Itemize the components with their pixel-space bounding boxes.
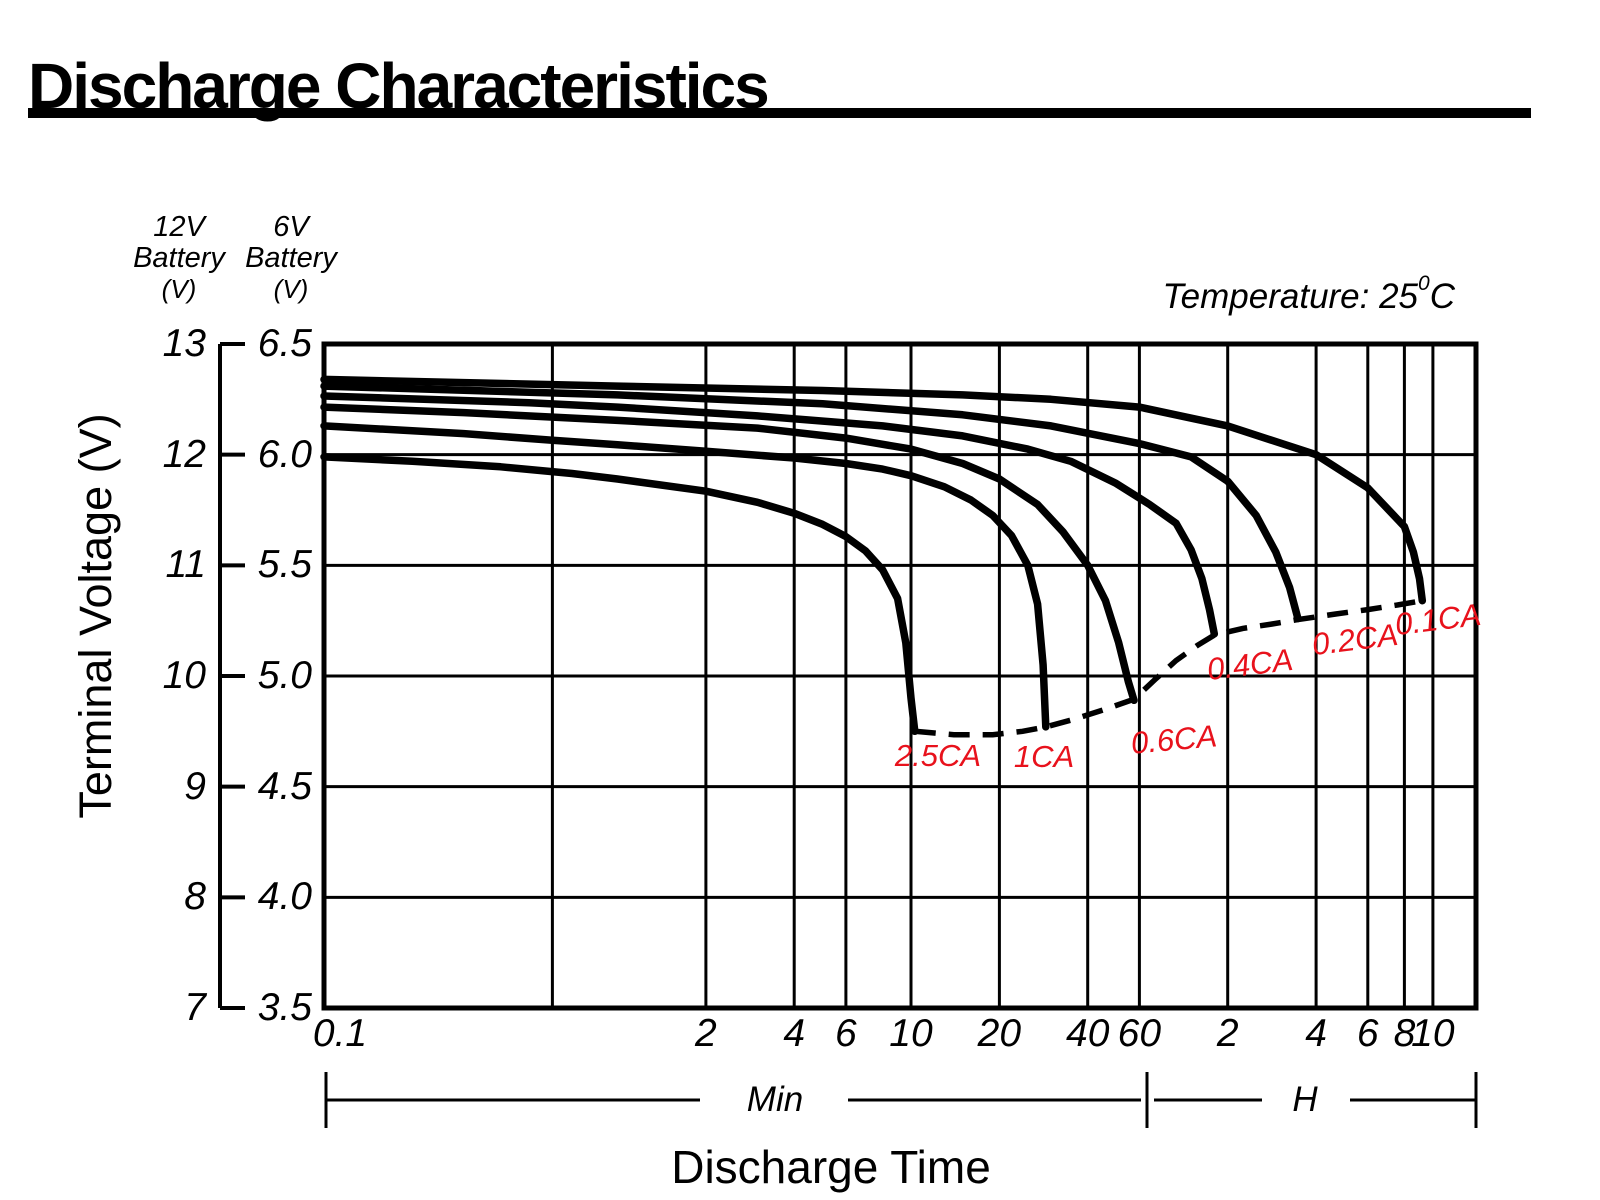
curve-1CA: [320, 422, 1050, 731]
x-tick: 8: [1393, 1012, 1416, 1055]
x-tick: 20: [977, 1012, 1022, 1055]
x-axis-minutes-unit-label: Min: [740, 1080, 810, 1120]
x-tick: 10: [1411, 1012, 1455, 1055]
right-scale-header-line2: Battery: [245, 242, 337, 274]
y-tick-12v: 13: [162, 322, 206, 365]
cutoff-voltage-locus-dashed: [914, 597, 1423, 738]
x-tick: 2: [1216, 1012, 1239, 1055]
x-axis-hours-unit-label: H: [1286, 1080, 1324, 1120]
temperature-note-degree: 0: [1418, 272, 1430, 295]
temperature-note-prefix: Temperature: 25: [1162, 277, 1419, 316]
y-tick-6v: 5.5: [257, 543, 312, 587]
right-scale-header-6v: 6V Battery (V): [216, 212, 366, 305]
left-scale-header-line1: 12V: [153, 211, 205, 243]
x-tick: 60: [1117, 1012, 1162, 1055]
curve-label-2.5CA: 2.5CA: [894, 738, 982, 773]
y-tick-12v: 9: [184, 764, 206, 808]
title-underline: [28, 108, 1531, 118]
y-tick-12v: 12: [162, 432, 206, 476]
y-tick-6v: 6.5: [257, 322, 312, 365]
y-tick-6v: 4.0: [257, 875, 312, 919]
x-axis-title: Discharge Time: [671, 1141, 991, 1193]
x-tick: 4: [1305, 1012, 1327, 1055]
y-tick-6v: 4.5: [257, 764, 312, 808]
x-tick: 6: [835, 1012, 857, 1055]
plot-border: [321, 341, 1479, 1011]
x-tick: 10: [889, 1012, 933, 1055]
y-tick-6v: 3.5: [257, 986, 312, 1029]
curve-0.1CA: [320, 375, 1427, 605]
left-scale-header-line3: (V): [161, 274, 197, 304]
y-tick-12v: 7: [184, 986, 206, 1029]
y-tick-12v: 8: [184, 875, 206, 919]
x-tick: 40: [1066, 1012, 1110, 1055]
y-tick-12v: 11: [165, 543, 207, 587]
y-tick-6v: 6.0: [257, 432, 312, 476]
x-tick: 0.1: [312, 1012, 368, 1055]
x-tick: 2: [694, 1012, 717, 1055]
right-scale-header-line1: 6V: [273, 211, 309, 243]
right-scale-header-line3: (V): [273, 274, 309, 304]
x-tick: 6: [1356, 1012, 1379, 1055]
left-scale-header-12v: 12V Battery (V): [104, 212, 254, 305]
temperature-note-suffix: C: [1429, 277, 1455, 316]
curve-0.2CA: [320, 382, 1302, 623]
curve-0.6CA: [320, 403, 1138, 705]
left-scale-header-line2: Battery: [133, 242, 225, 274]
temperature-note: Temperature: 250C: [960, 272, 1456, 317]
x-tick: 4: [783, 1012, 806, 1055]
curve-0.4CA: [320, 392, 1219, 638]
y-tick-12v: 10: [162, 654, 206, 697]
curve-label-1CA: 1CA: [1013, 739, 1075, 774]
y-tick-6v: 5.0: [257, 654, 312, 697]
curve-2.5CA: [320, 453, 919, 736]
